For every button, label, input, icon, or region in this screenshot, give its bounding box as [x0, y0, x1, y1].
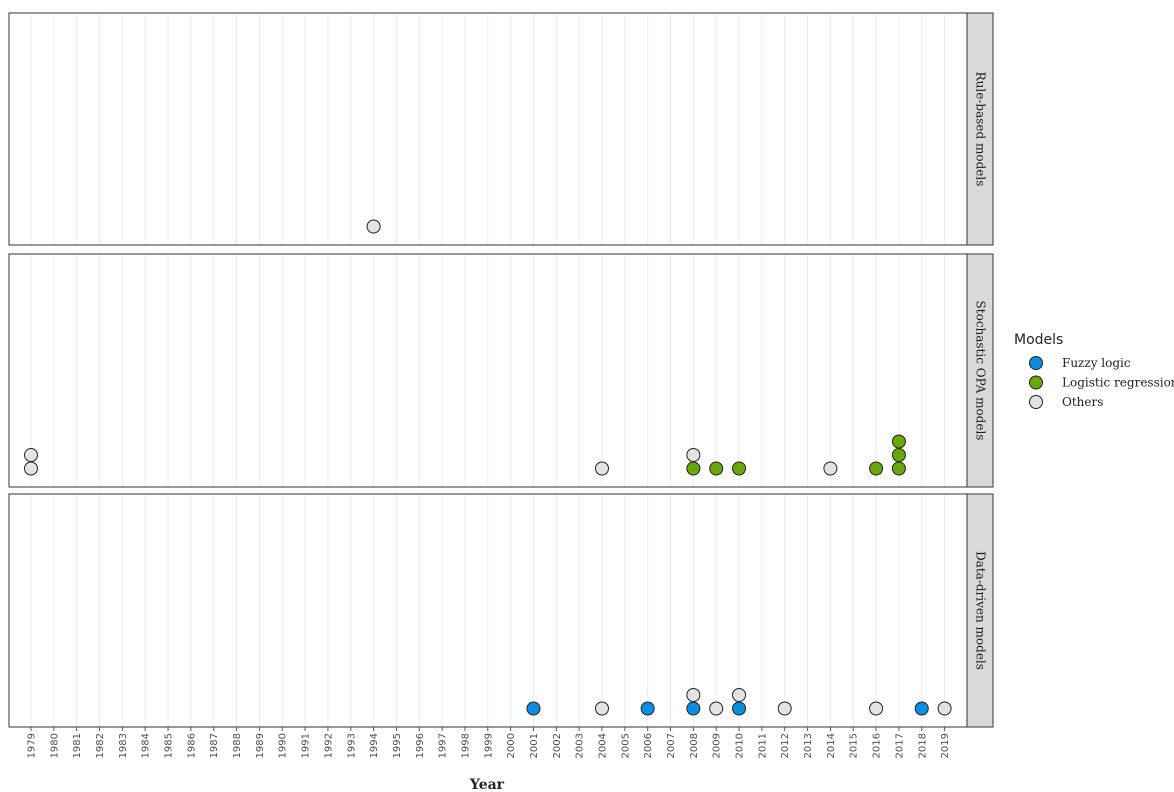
data-point: [686, 688, 701, 702]
x-tick-label: 1980: [49, 733, 60, 758]
x-axis: 1979 1980 1981 1982 1983 1984 1985 1986 1987 1988…: [27, 727, 951, 758]
x-tick-label: 2001: [529, 733, 540, 758]
x-tick-label: 1997: [438, 733, 449, 758]
data-point: [891, 434, 906, 449]
x-tick-label: 2002: [552, 733, 563, 758]
data-point: [366, 219, 381, 234]
facet-strip: [966, 253, 994, 488]
x-tick-label: 1986: [186, 733, 197, 758]
x-tick-label: 2000: [506, 733, 517, 758]
facet-strip-label: Data-driven models: [974, 551, 988, 670]
x-tick-label: 2015: [849, 733, 860, 758]
x-tick-label: 1989: [255, 733, 266, 758]
data-point: [686, 461, 701, 476]
data-point: [914, 701, 929, 716]
x-tick-label: 1987: [209, 733, 220, 758]
x-tick-label: 1992: [323, 733, 334, 758]
facet-strip-label: Stochastic OPA models: [974, 301, 988, 441]
data-point: [937, 701, 952, 716]
data-point: [686, 701, 701, 716]
x-tick-label: 1981: [72, 733, 83, 758]
x-tick-label: 2010: [735, 733, 746, 758]
x-tick-label: 2003: [575, 733, 586, 758]
x-tick-label: 2018: [917, 733, 928, 758]
legend-key: [1029, 356, 1043, 370]
x-tick-label: 2009: [712, 733, 723, 758]
legend-key: [1029, 375, 1043, 390]
data-point: [891, 461, 906, 476]
legend-label: Fuzzy logic: [1062, 356, 1131, 370]
x-tick-label: 2012: [780, 733, 791, 758]
data-point: [640, 701, 655, 716]
x-tick-label: 1994: [369, 733, 380, 758]
x-tick-label: 2014: [826, 733, 837, 758]
facet-strip-label: Rule-based models: [974, 72, 988, 187]
data-point: [732, 461, 747, 476]
x-tick-label: 1991: [301, 733, 312, 758]
x-tick-label: 1996: [415, 733, 426, 758]
x-axis-title: Year: [469, 777, 505, 792]
data-point: [777, 701, 792, 716]
x-tick-label: 1985: [164, 733, 175, 758]
data-point: [24, 448, 38, 462]
data-point: [686, 448, 701, 462]
x-tick-label: 2004: [598, 733, 609, 758]
legend-key: [1029, 395, 1043, 409]
data-point: [732, 688, 747, 702]
data-point: [823, 461, 838, 476]
x-tick-label: 2016: [872, 733, 883, 758]
facet-panel-border: [8, 12, 968, 246]
x-tick-label: 1983: [118, 733, 129, 758]
data-point: [869, 701, 884, 716]
data-point: [595, 461, 609, 476]
x-tick-label: 1993: [346, 733, 357, 758]
x-tick-label: 1999: [483, 733, 494, 758]
x-tick-label: 1995: [392, 733, 403, 758]
x-tick-label: 2007: [666, 733, 677, 758]
data-point: [24, 461, 38, 476]
x-tick-label: 1998: [460, 733, 471, 758]
x-tick-label: 1988: [232, 733, 243, 758]
legend-label: Logistic regression: [1062, 376, 1174, 390]
data-point: [595, 701, 609, 716]
data-point: [709, 461, 724, 476]
data-point: [526, 701, 541, 716]
x-tick-label: 1979: [27, 733, 38, 758]
facet-panel-border: [8, 253, 968, 488]
x-tick-label: 2017: [894, 733, 905, 758]
data-point: [869, 461, 884, 476]
legend-title: Models: [1014, 332, 1063, 348]
data-point: [732, 701, 747, 716]
facet-strip: [966, 12, 994, 246]
x-tick-label: 2013: [803, 733, 814, 758]
x-tick-label: 2006: [643, 733, 654, 758]
data-point: [709, 701, 724, 716]
x-tick-label: 1982: [95, 733, 106, 758]
x-tick-label: 1984: [141, 733, 152, 758]
x-tick-label: 2005: [620, 733, 631, 758]
legend: Models Fuzzy logic Logistic regression Othe…: [1014, 332, 1174, 409]
panel-layer: Rule-based models Stochastic OPA models Da…: [8, 12, 994, 728]
legend-label: Others: [1062, 395, 1103, 409]
x-tick-label: 2008: [689, 733, 700, 758]
x-tick-label: 2019: [940, 733, 951, 758]
x-tick-label: 1990: [278, 733, 289, 758]
point-layer: [24, 219, 952, 716]
data-point: [891, 448, 906, 462]
grid-layer: [8, 12, 968, 728]
x-tick-label: 2011: [757, 733, 768, 758]
